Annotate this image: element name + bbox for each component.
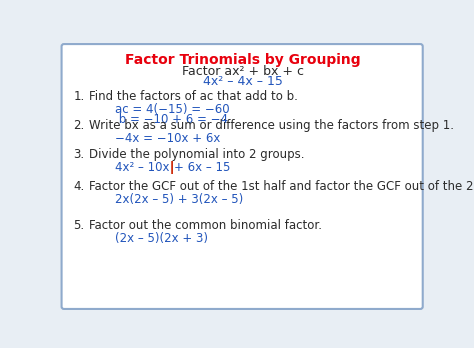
Text: 5.: 5. [73, 219, 84, 232]
FancyBboxPatch shape [62, 44, 423, 309]
Text: 4x² – 10x: 4x² – 10x [115, 161, 170, 174]
Text: 2x(2x – 5) + 3(2x – 5): 2x(2x – 5) + 3(2x – 5) [115, 193, 243, 206]
Text: ac = 4(−15) = −60: ac = 4(−15) = −60 [115, 103, 230, 116]
Text: Factor the GCF out of the 1st half and factor the GCF out of the 2nd half.: Factor the GCF out of the 1st half and f… [89, 180, 474, 193]
Text: 1.: 1. [73, 89, 84, 103]
Text: Factor out the common binomial factor.: Factor out the common binomial factor. [89, 219, 322, 232]
Text: 2.: 2. [73, 119, 84, 132]
Text: Write bx as a sum or difference using the factors from step 1.: Write bx as a sum or difference using th… [89, 119, 454, 132]
Text: Divide the polynomial into 2 groups.: Divide the polynomial into 2 groups. [89, 148, 304, 161]
Text: + 6x – 15: + 6x – 15 [174, 161, 230, 174]
Text: 4.: 4. [73, 180, 84, 193]
Text: 3.: 3. [73, 148, 84, 161]
Text: Factor Trinomials by Grouping: Factor Trinomials by Grouping [125, 53, 361, 67]
Text: b = −10 + 6 = −4: b = −10 + 6 = −4 [115, 113, 228, 126]
Text: 4x² – 4x – 15: 4x² – 4x – 15 [203, 75, 283, 88]
Text: −4x = −10x + 6x: −4x = −10x + 6x [115, 132, 220, 145]
Text: (2x – 5)(2x + 3): (2x – 5)(2x + 3) [115, 232, 208, 245]
Text: Factor ax² + bx + c: Factor ax² + bx + c [182, 65, 304, 78]
Text: |: | [170, 161, 174, 174]
Text: |: | [170, 161, 174, 174]
Text: Find the factors of ac that add to b.: Find the factors of ac that add to b. [89, 89, 298, 103]
